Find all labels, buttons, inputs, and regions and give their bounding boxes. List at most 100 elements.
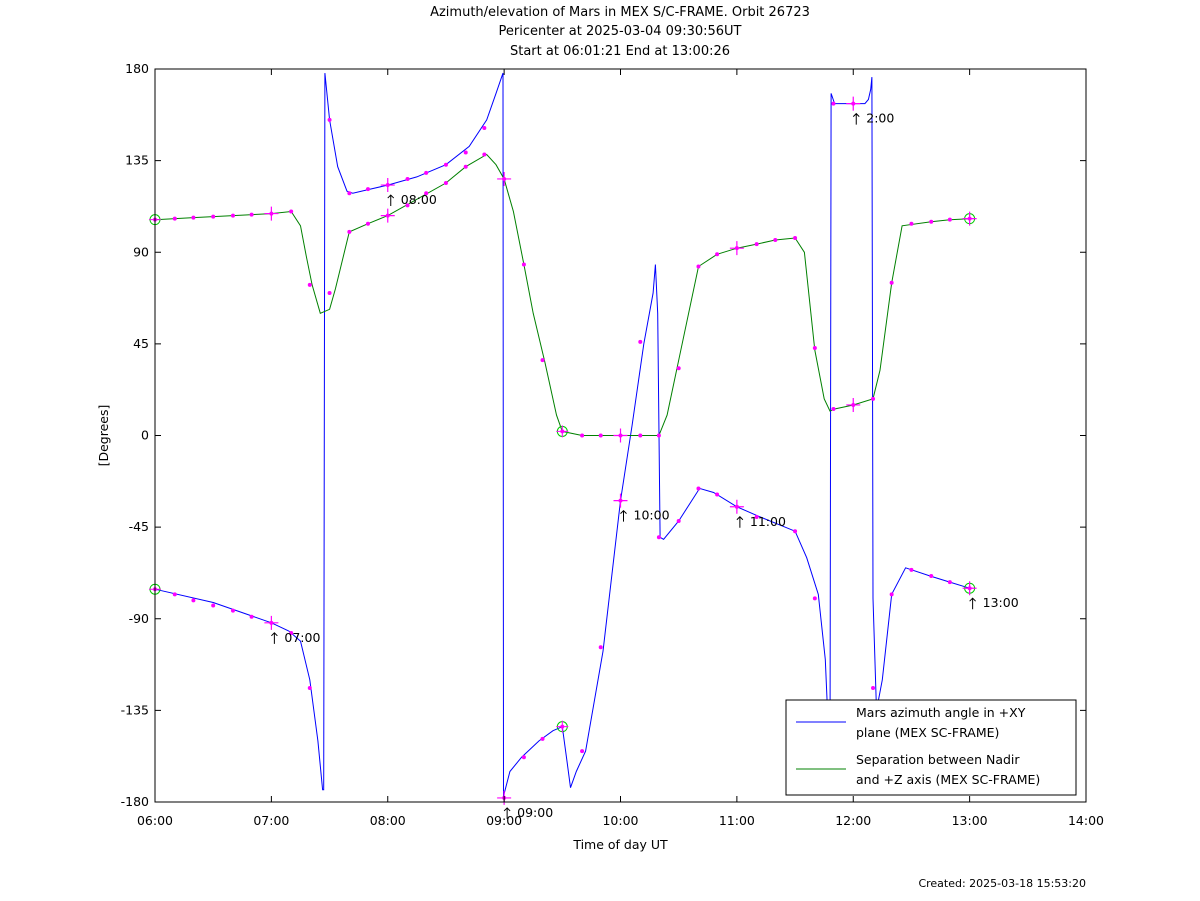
- point-marker: [347, 229, 352, 234]
- x-tick-label: 07:00: [253, 813, 289, 828]
- hour-marker: [380, 208, 395, 223]
- point-marker: [754, 242, 759, 247]
- point-marker: [929, 573, 934, 578]
- point-marker: [715, 492, 720, 497]
- hour-marker: [729, 499, 744, 514]
- point-marker: [405, 176, 410, 181]
- point-marker: [172, 592, 177, 597]
- point-marker: [656, 535, 661, 540]
- point-marker: [482, 126, 487, 131]
- point-marker: [871, 396, 876, 401]
- point-marker: [947, 580, 952, 585]
- point-marker: [540, 358, 545, 363]
- point-marker: [947, 217, 952, 222]
- y-axis-label: [Degrees]: [96, 405, 111, 467]
- point-marker: [909, 221, 914, 226]
- point-marker: [365, 221, 370, 226]
- point-marker: [172, 216, 177, 221]
- hour-marker: [846, 96, 861, 111]
- created-timestamp: Created: 2025-03-18 15:53:20: [918, 877, 1086, 890]
- point-marker: [598, 433, 603, 438]
- annotation-arrow: [736, 516, 744, 528]
- point-marker: [580, 749, 585, 754]
- point-marker: [365, 187, 370, 192]
- annotation-label: 13:00: [983, 595, 1019, 610]
- annotation-label: 11:00: [750, 514, 786, 529]
- endpoint-cross: [556, 720, 569, 733]
- point-marker: [812, 596, 817, 601]
- hour-marker: [729, 241, 744, 256]
- endpoint-cross: [556, 425, 569, 438]
- legend-box: [785, 699, 1077, 796]
- point-marker: [521, 262, 526, 267]
- y-tick-label: 90: [133, 244, 149, 259]
- y-tick-label: -45: [129, 519, 149, 534]
- series-line-0: [154, 72, 970, 798]
- y-tick-label: -90: [129, 611, 149, 626]
- y-tick-label: 45: [133, 336, 149, 351]
- point-marker: [191, 215, 196, 220]
- point-marker: [831, 407, 836, 412]
- point-marker: [443, 181, 448, 186]
- point-marker: [715, 252, 720, 257]
- hour-marker: [613, 493, 628, 508]
- point-marker: [929, 219, 934, 224]
- point-marker: [443, 162, 448, 167]
- point-marker: [540, 736, 545, 741]
- point-marker: [580, 433, 585, 438]
- point-marker: [889, 280, 894, 285]
- point-marker: [676, 366, 681, 371]
- point-marker: [812, 345, 817, 350]
- legend-label-0: plane (MEX SC-FRAME): [856, 725, 999, 740]
- x-tick-label: 06:00: [137, 813, 173, 828]
- annotation-arrow: [387, 194, 395, 207]
- x-tick-label: 10:00: [602, 813, 638, 828]
- legend-label-1: Separation between Nadir: [856, 752, 1020, 767]
- point-marker: [230, 608, 235, 613]
- endpoint-cross: [963, 582, 976, 595]
- y-tick-label: 135: [125, 153, 149, 168]
- chart-title-line-1: Azimuth/elevation of Mars in MEX S/C-FRA…: [430, 5, 810, 20]
- point-marker: [230, 213, 235, 218]
- x-tick-label: 12:00: [835, 813, 871, 828]
- annotation-arrow: [503, 807, 511, 819]
- point-marker: [211, 214, 216, 219]
- point-marker: [463, 164, 468, 169]
- hour-marker: [613, 428, 628, 443]
- annotation-arrow: [852, 112, 860, 125]
- point-marker: [347, 191, 352, 196]
- point-marker: [754, 514, 759, 519]
- y-tick-label: -135: [121, 702, 149, 717]
- hour-marker: [264, 206, 279, 221]
- point-marker: [482, 152, 487, 157]
- point-marker: [773, 238, 778, 243]
- point-marker: [656, 433, 661, 438]
- hour-marker: [497, 171, 512, 186]
- annotation-label: 08:00: [401, 192, 437, 207]
- x-tick-label: 09:00: [486, 813, 522, 828]
- point-marker: [696, 264, 701, 269]
- chart-title-line-2: Pericenter at 2025-03-04 09:30:56UT: [498, 24, 742, 39]
- point-marker: [289, 631, 294, 636]
- point-marker: [793, 235, 798, 240]
- point-marker: [638, 339, 643, 344]
- point-marker: [405, 203, 410, 208]
- y-tick-label: 180: [125, 61, 149, 76]
- hour-marker: [846, 397, 861, 412]
- point-marker: [249, 212, 254, 217]
- point-marker: [249, 614, 254, 619]
- point-marker: [424, 191, 429, 196]
- point-marker: [307, 685, 312, 690]
- point-marker: [327, 117, 332, 122]
- x-tick-label: 13:00: [952, 813, 988, 828]
- annotation-label: 09:00: [517, 805, 553, 820]
- x-tick-label: 11:00: [719, 813, 755, 828]
- annotation-label: 2:00: [866, 111, 894, 126]
- y-tick-label: 0: [141, 428, 149, 443]
- annotation-label: 10:00: [634, 508, 670, 523]
- point-marker: [289, 209, 294, 214]
- hour-marker: [380, 178, 395, 193]
- y-tick-label: -180: [121, 794, 149, 809]
- point-marker: [327, 290, 332, 295]
